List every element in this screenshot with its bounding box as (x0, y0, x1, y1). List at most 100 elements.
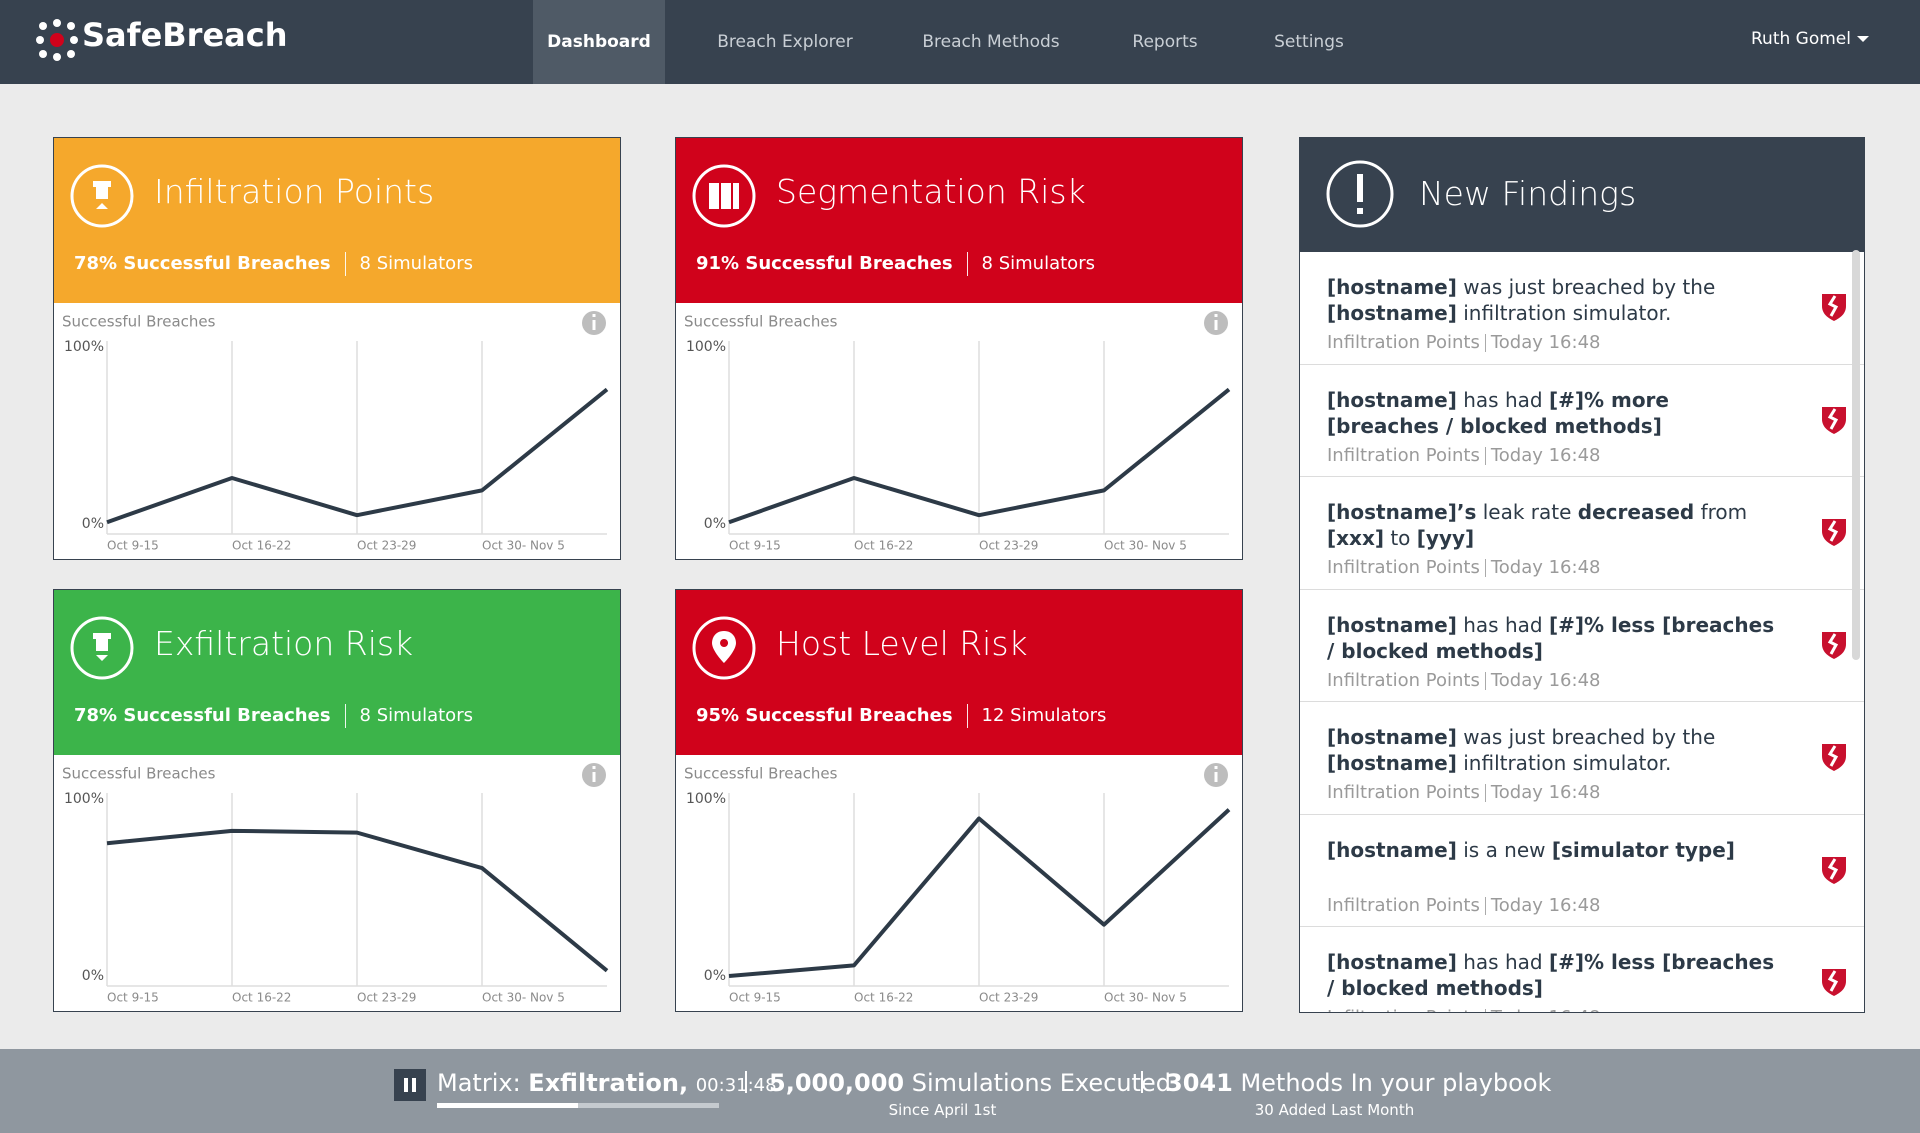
simulator-count: 8 Simulators (359, 705, 473, 726)
x-tick-label: Oct 23-29 (357, 539, 416, 553)
nav-item[interactable]: Breach Explorer (717, 32, 853, 52)
separator (966, 252, 968, 276)
breach-icon (1822, 969, 1846, 996)
methods-sub: 30 Added Last Month (1254, 1101, 1415, 1119)
finding: [hostname] has had [#]% more [breaches /… (1300, 365, 1864, 477)
x-tick-label: Oct 30- Nov 5 (1104, 991, 1187, 1005)
y-tick-label: 100% (64, 339, 104, 355)
finding-part: decreased (1577, 500, 1695, 524)
breach-rate: 95% Successful Breaches (696, 705, 953, 726)
finding-text: [hostname] was just breached by the [hos… (1327, 724, 1784, 776)
user-name: Ruth Gomel (1751, 29, 1851, 49)
finding-source: Infiltration Points (1327, 444, 1480, 466)
x-tick-label: Oct 16-22 (854, 539, 913, 553)
x-tick-label: Oct 9-15 (729, 991, 781, 1005)
x-tick-label: Oct 23-29 (357, 991, 416, 1005)
methods-label: Methods In your playbook (1240, 1069, 1552, 1097)
finding-source: Infiltration Points (1327, 894, 1480, 916)
top-bar: SafeBreach Dashboard Breach Explorer Breac… (0, 0, 1920, 84)
simulations: 5,000,000 Simulations Executed (769, 1069, 1171, 1097)
nav-item[interactable]: Breach Methods (922, 32, 1060, 52)
icon-glyph (712, 631, 736, 663)
finding-meta: Infiltration Points Today 16:48 (1327, 895, 1600, 916)
finding-time: Today 16:48 (1490, 894, 1601, 916)
matrix-status: Matrix: Exfiltration, 00:31:48 (437, 1069, 777, 1097)
card-stats: 78% Successful Breaches 8 Simulators (74, 704, 473, 728)
finding-source: Infiltration Points (1327, 1007, 1480, 1012)
x-tick-label: Oct 16-22 (232, 991, 291, 1005)
finding-meta: Infiltration Points Today 16:48 (1327, 332, 1600, 353)
pause-icon (404, 1078, 416, 1092)
status-bar: Matrix: Exfiltration, 00:31:48 5,000,000… (0, 1049, 1920, 1133)
methods: 3041 Methods In your playbook (1166, 1069, 1551, 1097)
y-axis-label: Successful Breaches (62, 313, 216, 331)
separator (344, 704, 346, 728)
card-title: Infiltration Points (154, 172, 435, 211)
simulations-count: 5,000,000 (769, 1069, 905, 1097)
card-stats: 78% Successful Breaches 8 Simulators (74, 252, 473, 276)
y-tick-label: 0% (704, 968, 726, 984)
scrollbar[interactable] (1852, 250, 1860, 660)
crack (1827, 745, 1839, 767)
info-glyph (1214, 772, 1218, 782)
line-chart: Successful Breaches 0% 100% Oct 9-15 Oct 16-… (684, 763, 1231, 1005)
data-line (728, 808, 1231, 978)
simulator-count: 8 Simulators (981, 253, 1095, 274)
icon-glyph (709, 183, 739, 209)
nav-item[interactable]: Settings (1274, 32, 1344, 52)
finding-part: is a new (1456, 837, 1552, 862)
simulations-label: Simulations Executed (911, 1069, 1171, 1097)
x-tick-label: Oct 23-29 (979, 539, 1038, 553)
info-glyph (592, 314, 596, 317)
finding-part: was just breached by the (1456, 725, 1716, 749)
finding-text: [hostname] was just breached by the [hos… (1327, 274, 1784, 326)
y-tick-label: 100% (686, 791, 726, 807)
data-line (106, 828, 609, 973)
finding-part: [hostname]’s (1327, 500, 1477, 524)
card-header: Host Level Risk 95% Successful Breaches 12… (676, 590, 1242, 755)
finding-part: [yyy] (1416, 526, 1475, 550)
finding-part: has had (1456, 612, 1549, 637)
nav-item[interactable]: Dashboard (533, 0, 665, 84)
finding-part: [hostname] (1327, 725, 1457, 749)
finding-source: Infiltration Points (1327, 669, 1480, 691)
finding-part: to (1383, 526, 1417, 550)
finding-time: Today 16:48 (1491, 1007, 1601, 1012)
finding: [hostname] was just breached by the [hos… (1300, 702, 1864, 815)
separator (1484, 671, 1486, 690)
pause-button[interactable] (394, 1069, 426, 1101)
card-header: Segmentation Risk 91% Successful Breaches… (676, 138, 1242, 303)
finding-part: [xxx] (1327, 526, 1384, 550)
finding-part: has had (1456, 950, 1549, 974)
crack (1827, 407, 1839, 430)
card-header: Infiltration Points 78% Successful Breach… (54, 138, 620, 303)
info-glyph (592, 772, 596, 782)
matrix-label: Matrix: (437, 1069, 521, 1097)
card-icon (692, 616, 756, 680)
separator (1484, 784, 1486, 802)
finding-source: Infiltration Points (1327, 557, 1480, 578)
finding-part: [hostname] (1327, 275, 1457, 299)
crack (1827, 970, 1839, 992)
risk-card: Segmentation Risk 91% Successful Breaches… (675, 137, 1243, 560)
finding: [hostname] has had [#]% less [breaches /… (1300, 927, 1864, 1012)
progress-fill (437, 1103, 578, 1108)
finding-part: [simulator type] (1551, 837, 1735, 862)
nav-item[interactable]: Reports (1132, 32, 1198, 52)
finding-part: [#]% less [breaches / blocked methods] (1327, 950, 1775, 1000)
line-chart: Successful Breaches 0% 100% Oct 9-15 Oct 16-… (684, 311, 1231, 553)
user-menu[interactable]: Ruth Gomel (1751, 29, 1870, 49)
separator (1484, 446, 1486, 465)
icon-ring (692, 616, 756, 680)
finding-part: [hostname] (1327, 301, 1457, 325)
card-title: Segmentation Risk (776, 172, 1086, 211)
finding-text: [hostname] is a new [simulator type] (1327, 837, 1784, 863)
finding-part: leak rate (1476, 500, 1578, 524)
finding-part: [hostname] (1327, 950, 1457, 974)
breach-icon (1822, 744, 1846, 771)
x-tick-label: Oct 16-22 (232, 539, 291, 553)
finding-part: from (1694, 500, 1748, 524)
y-tick-label: 100% (64, 791, 104, 807)
finding-text: [hostname] has had [#]% less [breaches /… (1327, 949, 1784, 1001)
separator (1484, 559, 1486, 577)
